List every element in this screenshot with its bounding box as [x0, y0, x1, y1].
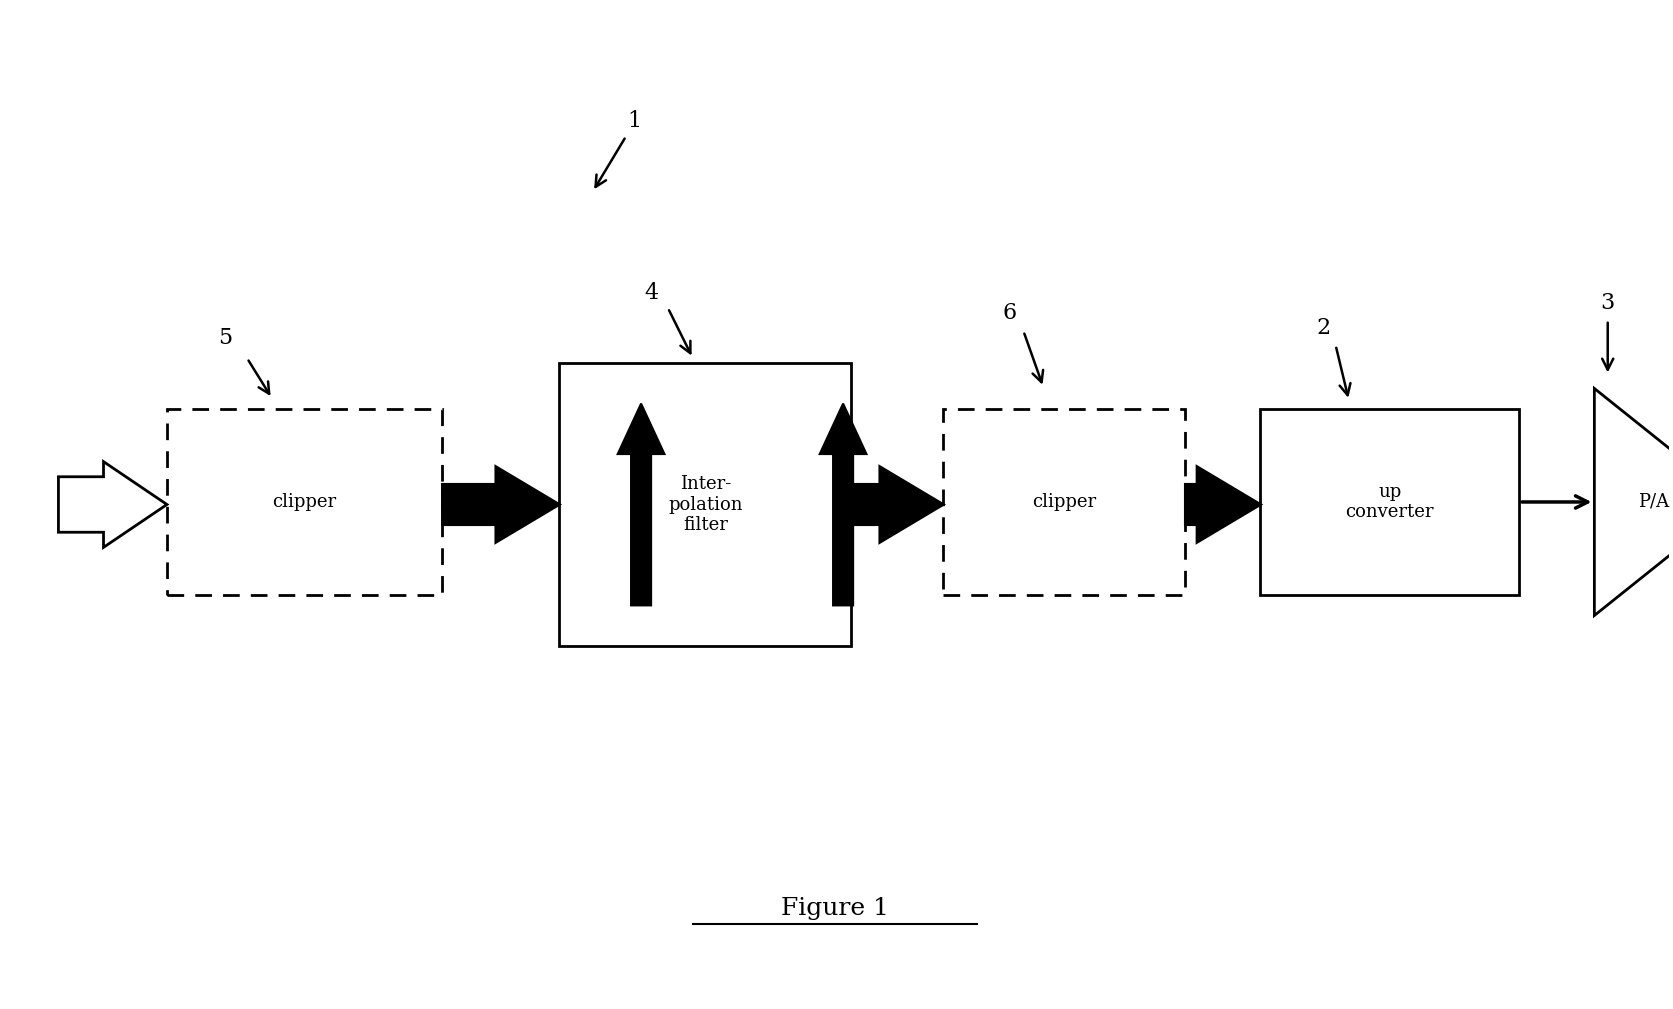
Text: 1: 1	[627, 110, 641, 132]
Polygon shape	[59, 462, 167, 547]
Polygon shape	[852, 466, 944, 543]
Bar	[944, 409, 1186, 595]
Text: up
converter: up converter	[1345, 482, 1434, 522]
Polygon shape	[1594, 388, 1673, 615]
Bar	[559, 363, 852, 646]
Text: 2: 2	[1317, 317, 1332, 339]
Polygon shape	[442, 466, 559, 543]
Text: 5: 5	[217, 327, 233, 349]
Text: clipper: clipper	[273, 493, 336, 511]
Polygon shape	[1186, 466, 1260, 543]
Bar	[167, 409, 442, 595]
Text: Inter-
polation
filter: Inter- polation filter	[668, 474, 743, 535]
Text: 4: 4	[644, 282, 657, 304]
Polygon shape	[820, 404, 867, 605]
Text: 6: 6	[1004, 302, 1017, 324]
Text: Figure 1: Figure 1	[781, 897, 888, 919]
Polygon shape	[617, 404, 664, 605]
Text: P/A: P/A	[1638, 493, 1670, 511]
Text: clipper: clipper	[1032, 493, 1096, 511]
Text: 3: 3	[1601, 292, 1614, 314]
Bar	[1260, 409, 1519, 595]
